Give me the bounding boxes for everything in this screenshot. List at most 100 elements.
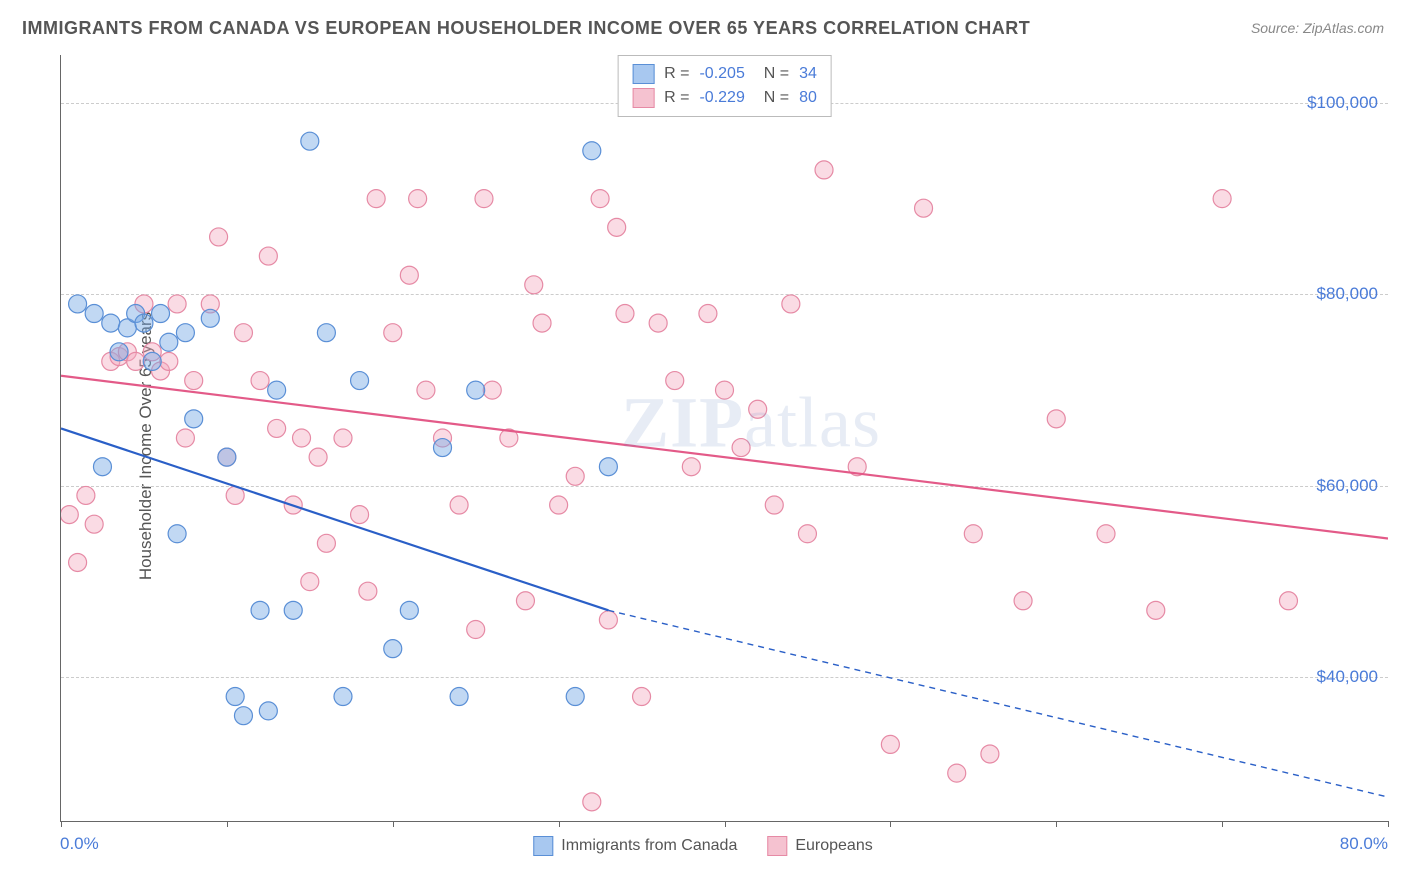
data-point xyxy=(259,247,277,265)
data-point xyxy=(765,496,783,514)
data-point xyxy=(475,190,493,208)
data-point xyxy=(1014,592,1032,610)
data-point xyxy=(317,534,335,552)
data-point xyxy=(185,410,203,428)
trend-line xyxy=(61,428,608,610)
data-point xyxy=(533,314,551,332)
x-tick xyxy=(227,821,228,827)
trend-line xyxy=(61,376,1388,539)
data-point xyxy=(384,324,402,342)
data-point xyxy=(85,515,103,533)
data-point xyxy=(1147,601,1165,619)
data-point xyxy=(176,429,194,447)
legend-swatch-europeans xyxy=(767,836,787,856)
data-point xyxy=(516,592,534,610)
data-point xyxy=(1047,410,1065,428)
bottom-legend: Immigrants from Canada Europeans xyxy=(533,836,872,856)
data-point xyxy=(351,372,369,390)
legend-label-canada: Immigrants from Canada xyxy=(561,837,737,855)
stat-swatch-canada xyxy=(632,64,654,84)
data-point xyxy=(417,381,435,399)
data-point xyxy=(359,582,377,600)
plot-area: $40,000$60,000$80,000$100,000 ZIPatlas R… xyxy=(60,55,1388,822)
data-point xyxy=(185,372,203,390)
data-point xyxy=(176,324,194,342)
stat-n-label: N = xyxy=(755,62,789,86)
data-point xyxy=(915,199,933,217)
stat-r-value-canada: -0.205 xyxy=(699,62,744,86)
source-attribution: Source: ZipAtlas.com xyxy=(1251,20,1384,36)
data-point xyxy=(143,352,161,370)
data-point xyxy=(384,640,402,658)
data-point xyxy=(201,309,219,327)
data-point xyxy=(566,467,584,485)
data-point xyxy=(268,381,286,399)
data-point xyxy=(815,161,833,179)
data-point xyxy=(77,486,95,504)
source-site: ZipAtlas.com xyxy=(1303,20,1384,36)
data-point xyxy=(69,295,87,313)
data-point xyxy=(798,525,816,543)
data-point xyxy=(616,305,634,323)
data-point xyxy=(110,343,128,361)
data-point xyxy=(152,305,170,323)
data-point xyxy=(483,381,501,399)
x-tick xyxy=(890,821,891,827)
data-point xyxy=(1213,190,1231,208)
chart-svg xyxy=(61,55,1388,821)
stat-n-label: N = xyxy=(755,86,789,110)
data-point xyxy=(599,458,617,476)
source-prefix: Source: xyxy=(1251,20,1303,36)
stat-row-canada: R = -0.205 N = 34 xyxy=(632,62,817,86)
data-point xyxy=(93,458,111,476)
data-point xyxy=(591,190,609,208)
data-point xyxy=(716,381,734,399)
data-point xyxy=(400,601,418,619)
data-point xyxy=(525,276,543,294)
data-point xyxy=(467,621,485,639)
data-point xyxy=(599,611,617,629)
data-point xyxy=(467,381,485,399)
data-point xyxy=(749,400,767,418)
data-point xyxy=(682,458,700,476)
stat-n-value-europeans: 80 xyxy=(799,86,817,110)
chart-title: IMMIGRANTS FROM CANADA VS EUROPEAN HOUSE… xyxy=(22,18,1030,39)
data-point xyxy=(226,688,244,706)
data-point xyxy=(69,553,87,571)
x-tick xyxy=(725,821,726,827)
data-point xyxy=(1279,592,1297,610)
data-point xyxy=(334,429,352,447)
x-tick xyxy=(1222,821,1223,827)
data-point xyxy=(301,573,319,591)
correlation-stats-box: R = -0.205 N = 34 R = -0.229 N = 80 xyxy=(617,55,832,117)
data-point xyxy=(309,448,327,466)
stat-r-label: R = xyxy=(664,62,689,86)
data-point xyxy=(649,314,667,332)
data-point xyxy=(160,333,178,351)
data-point xyxy=(160,352,178,370)
data-point xyxy=(666,372,684,390)
data-point xyxy=(881,735,899,753)
legend-item-canada: Immigrants from Canada xyxy=(533,836,737,856)
data-point xyxy=(732,439,750,457)
data-point xyxy=(293,429,311,447)
x-axis-max-label: 80.0% xyxy=(1340,834,1388,854)
data-point xyxy=(135,314,153,332)
x-tick xyxy=(559,821,560,827)
data-point xyxy=(409,190,427,208)
data-point xyxy=(434,439,452,457)
data-point xyxy=(317,324,335,342)
trend-line-extrapolated xyxy=(608,610,1388,797)
x-tick xyxy=(1388,821,1389,827)
data-point xyxy=(218,448,236,466)
data-point xyxy=(284,601,302,619)
data-point xyxy=(948,764,966,782)
data-point xyxy=(450,496,468,514)
stat-n-value-canada: 34 xyxy=(799,62,817,86)
data-point xyxy=(210,228,228,246)
data-point xyxy=(168,525,186,543)
data-point xyxy=(699,305,717,323)
data-point xyxy=(168,295,186,313)
data-point xyxy=(566,688,584,706)
data-point xyxy=(981,745,999,763)
